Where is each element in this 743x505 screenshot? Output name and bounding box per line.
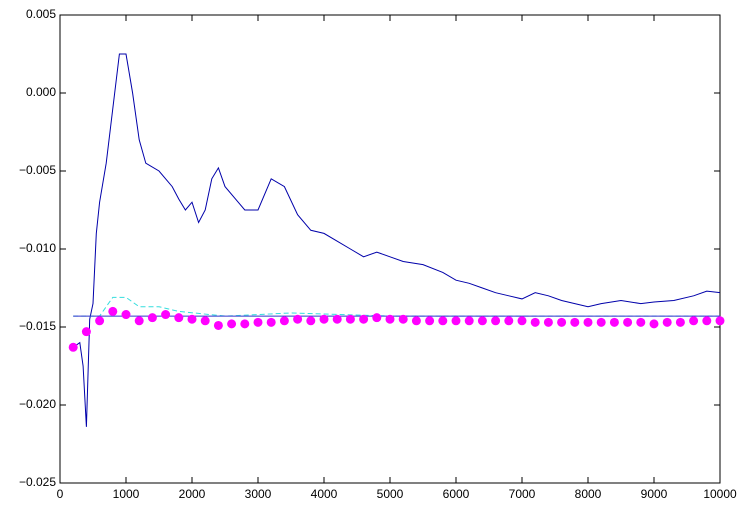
marker [266,317,276,327]
y-tick-label: −0.010 [19,241,56,255]
marker [372,313,382,323]
marker [596,317,606,327]
x-tick-label: 2000 [179,487,206,501]
marker [187,314,197,324]
y-tick-label: −0.025 [19,475,56,489]
x-tick-label: 5000 [377,487,404,501]
x-tick-label: 0 [57,487,64,501]
x-tick-label: 9000 [641,487,668,501]
y-tick-label: −0.005 [19,163,56,177]
marker [161,310,171,320]
marker [68,342,78,352]
marker [332,314,342,324]
marker [227,319,237,329]
marker [530,317,540,327]
marker [623,317,633,327]
marker [108,306,118,316]
marker [491,316,501,326]
marker [253,317,263,327]
y-tick-label: 0.000 [26,85,56,99]
y-tick-label: −0.020 [19,397,56,411]
plot-frame [59,14,721,484]
marker [425,316,435,326]
marker [398,314,408,324]
marker [121,310,131,320]
marker [438,316,448,326]
marker [213,320,223,330]
marker [319,314,329,324]
x-tick-label: 4000 [311,487,338,501]
marker [359,314,369,324]
x-tick-label: 3000 [245,487,272,501]
marker [543,317,553,327]
marker [504,316,514,326]
line [72,53,721,427]
x-tick-label: 8000 [575,487,602,501]
marker [675,317,685,327]
y-tick-label: −0.015 [19,319,56,333]
marker [293,314,303,324]
marker [477,316,487,326]
marker [95,316,105,326]
marker [279,316,289,326]
x-tick-label: 1000 [113,487,140,501]
marker [662,317,672,327]
marker [134,316,144,326]
marker [345,314,355,324]
y-tick-label: 0.005 [26,7,56,21]
marker [702,316,712,326]
x-tick-label: 7000 [509,487,536,501]
line [73,296,720,317]
marker [464,316,474,326]
marker [649,319,659,329]
marker [174,313,184,323]
marker [385,314,395,324]
marker [451,316,461,326]
marker [715,316,725,326]
marker [609,317,619,327]
marker [147,313,157,323]
marker [517,316,527,326]
marker [557,317,567,327]
x-tick-label: 10000 [703,487,737,501]
marker [306,316,316,326]
marker [411,316,421,326]
marker [689,316,699,326]
marker [636,317,646,327]
marker [570,317,580,327]
marker [81,327,91,337]
marker [240,319,250,329]
marker [200,316,210,326]
x-tick-label: 6000 [443,487,470,501]
marker [583,317,593,327]
